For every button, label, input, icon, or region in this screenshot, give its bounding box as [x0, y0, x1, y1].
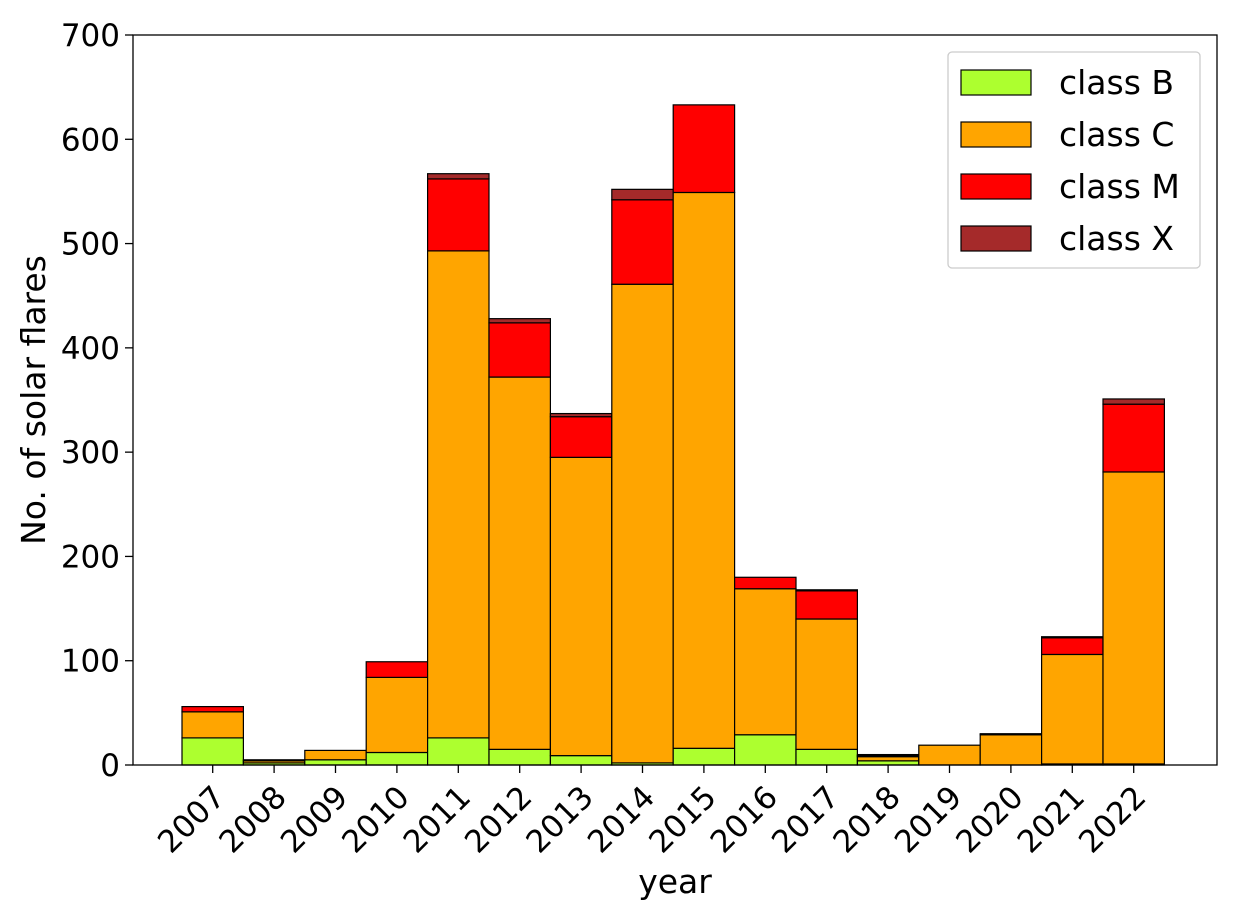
bar-2012-class-m	[488, 322, 552, 378]
bar-2010-class-b	[365, 751, 429, 766]
x-tick-label: 2019	[888, 779, 969, 860]
legend-swatch-class-m	[960, 173, 1032, 200]
bar-2016-class-m	[733, 576, 797, 590]
legend-label: class C	[1059, 115, 1174, 154]
bar-2015-class-b	[672, 747, 736, 766]
bar-2013-class-c	[549, 456, 613, 757]
legend-label: class B	[1059, 63, 1174, 102]
bar-2017-class-x	[795, 589, 859, 592]
y-tick-label: 400	[61, 331, 120, 367]
bar-2016-class-b	[733, 734, 797, 766]
bar-2011-class-x	[427, 173, 490, 180]
y-tick-label: 0	[100, 748, 120, 784]
x-tick-label: 2022	[1072, 779, 1153, 860]
legend-label: class X	[1059, 219, 1174, 258]
bar-2016-class-c	[733, 588, 797, 736]
x-tick-label: 2011	[397, 779, 478, 860]
bar-2013-class-b	[549, 755, 613, 766]
bar-2008-class-m	[242, 759, 306, 762]
legend-frame	[947, 51, 1201, 269]
bar-2007-class-b	[181, 737, 245, 766]
x-tick-label: 2008	[213, 779, 294, 860]
y-axis-ticks: 0 100 200 300 400 500 600 700	[61, 18, 133, 784]
legend-label: class M	[1059, 167, 1180, 206]
x-tick-label: 2009	[274, 779, 355, 860]
bar-2017-class-m	[795, 590, 859, 620]
y-tick-label: 100	[61, 644, 120, 680]
bar-2007-class-m	[181, 705, 245, 713]
bar-2015-class-c	[672, 191, 736, 749]
bar-2013-class-m	[549, 416, 613, 458]
x-tick-label: 2020	[949, 779, 1030, 860]
x-tick-label: 2017	[765, 779, 846, 860]
bar-2013-class-x	[549, 412, 613, 418]
y-tick-label: 700	[61, 18, 120, 54]
bar-2011-class-m	[427, 178, 490, 252]
bar-2015-class-m	[672, 104, 736, 194]
bar-2009-class-b	[304, 759, 367, 766]
x-tick-label: 2010	[335, 779, 416, 860]
bar-2011-class-c	[427, 250, 490, 739]
legend-swatch-class-b	[960, 69, 1032, 96]
bar-2021-class-x	[1040, 636, 1104, 639]
y-axis-label: No. of solar flares	[14, 255, 53, 545]
y-tick-label: 500	[61, 227, 120, 263]
bar-2012-class-b	[488, 748, 552, 766]
x-tick-label: 2014	[581, 779, 662, 860]
x-tick-label: 2007	[151, 779, 232, 860]
x-tick-label: 2018	[827, 779, 908, 860]
y-tick-label: 200	[61, 539, 120, 575]
legend-swatch-class-x	[960, 225, 1032, 252]
x-tick-label: 2015	[642, 779, 723, 860]
bar-2010-class-c	[365, 676, 429, 754]
bar-2020-class-c	[979, 734, 1043, 766]
bar-2018-class-x	[856, 753, 920, 757]
bar-2022-class-x	[1102, 398, 1166, 405]
bar-2011-class-b	[427, 737, 490, 766]
legend: class B class C class M class X	[947, 51, 1201, 269]
y-tick-label: 600	[61, 122, 120, 158]
bar-2009-class-c	[304, 749, 367, 761]
bar-2007-class-c	[181, 711, 245, 739]
x-tick-label: 2021	[1011, 779, 1092, 860]
legend-swatch-class-c	[960, 121, 1032, 148]
y-tick-label: 300	[61, 435, 120, 471]
x-tick-label: 2012	[458, 779, 539, 860]
bar-2018-class-c	[856, 756, 920, 762]
bar-2012-class-c	[488, 376, 552, 750]
x-axis-ticks: 2007200820092010201120122013201420152016…	[151, 765, 1153, 860]
bar-2014-class-c	[611, 283, 674, 764]
plot-frame	[132, 34, 1218, 766]
bar-2014-class-m	[611, 199, 674, 285]
bar-2022-class-m	[1102, 403, 1166, 473]
x-axis-label: year	[638, 862, 712, 901]
bar-2017-class-c	[795, 618, 859, 750]
bar-2014-class-x	[611, 188, 674, 201]
bars-group	[181, 104, 1166, 766]
bar-2019-class-c	[918, 744, 981, 766]
bar-2022-class-c	[1102, 471, 1166, 765]
bar-2021-class-m	[1040, 637, 1104, 656]
bar-2020-class-m	[979, 733, 1043, 736]
bar-2012-class-x	[488, 318, 552, 324]
x-tick-label: 2013	[520, 779, 601, 860]
bar-2017-class-b	[795, 748, 859, 766]
bar-2010-class-m	[365, 661, 429, 678]
bar-2021-class-c	[1040, 653, 1104, 765]
x-tick-label: 2016	[704, 779, 785, 860]
